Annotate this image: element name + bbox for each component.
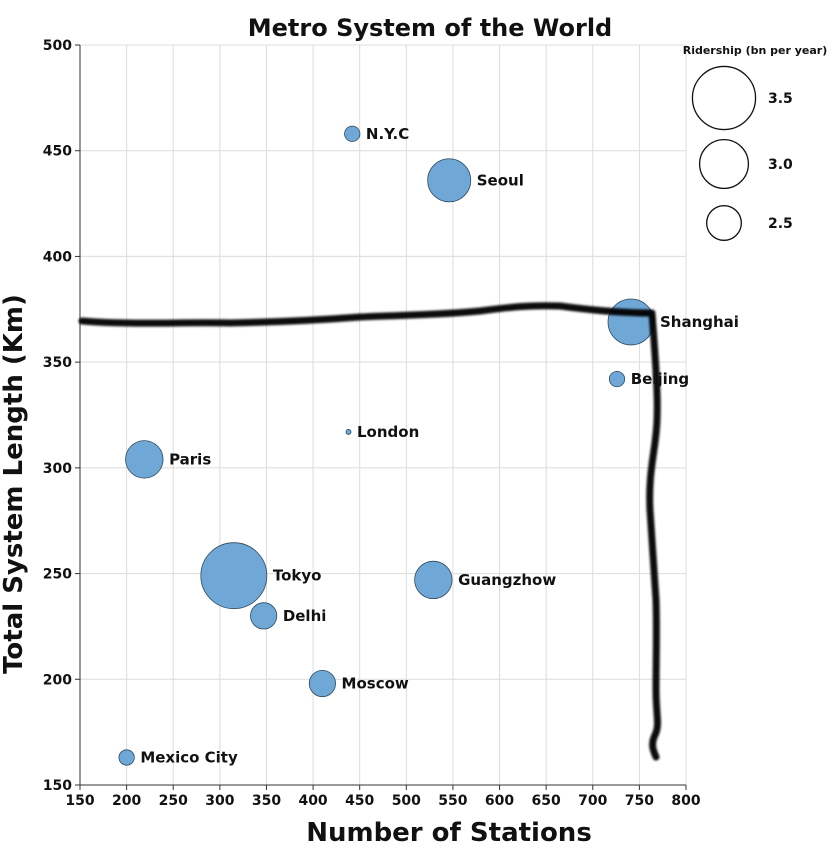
- legend-size-marker: [691, 65, 757, 131]
- marker-stroke-annotation: [78, 302, 662, 761]
- point-label: Guangzhow: [458, 571, 556, 589]
- x-axis-title: Number of Stations: [306, 818, 592, 847]
- y-tick-label: 250: [43, 567, 72, 583]
- chart-title: Metro System of the World: [248, 14, 612, 42]
- legend: Ridership (bn per year) 3.5 3.0 2.5: [683, 44, 828, 241]
- data-point: [250, 602, 278, 630]
- axes: 150 200 250 300 350 400 450 500 550 600 650 700 750 8…: [43, 38, 701, 809]
- point-labels: N.Y.C Seoul Shanghai Beijing London Paris Toky…: [140, 125, 739, 767]
- x-tick-label: 700: [578, 793, 607, 809]
- legend-title: Ridership (bn per year): [683, 44, 828, 57]
- gridlines: [79, 44, 687, 786]
- y-tick-label: 500: [43, 38, 72, 54]
- x-tick-label: 350: [252, 793, 281, 809]
- point-label: Shanghai: [660, 313, 739, 331]
- point-label: London: [357, 423, 419, 441]
- data-point: [427, 158, 472, 203]
- x-tick-label: 400: [298, 793, 327, 809]
- data-point: [414, 560, 453, 600]
- x-tick-label: 650: [532, 793, 561, 809]
- hand-drawn-annotation: [78, 302, 662, 761]
- legend-size-marker: [706, 205, 742, 241]
- y-tick-label: 300: [43, 461, 72, 477]
- data-point: [200, 542, 268, 610]
- x-tick-label: 200: [112, 793, 141, 809]
- data-point: [118, 749, 135, 766]
- x-tick-label: 550: [438, 793, 467, 809]
- data-point: [344, 125, 361, 142]
- point-label: Beijing: [631, 370, 689, 388]
- y-axis-title: Total System Length (Km): [0, 294, 29, 674]
- x-tick-label: 450: [345, 793, 374, 809]
- y-tick-label: 400: [43, 249, 72, 265]
- x-tick-label: 800: [671, 793, 700, 809]
- point-label: Tokyo: [273, 567, 322, 585]
- data-point: [308, 669, 336, 698]
- point-label: Seoul: [477, 171, 524, 189]
- point-label: Delhi: [283, 607, 327, 625]
- x-tick-label: 250: [159, 793, 188, 809]
- data-point: [345, 429, 352, 435]
- y-tick-label: 350: [43, 355, 72, 371]
- y-tick-label: 200: [43, 672, 72, 688]
- data-points: [118, 125, 655, 766]
- point-label: N.Y.C: [366, 125, 409, 143]
- legend-label: 2.5: [768, 216, 793, 232]
- x-tick-label: 150: [65, 793, 94, 809]
- data-point: [608, 370, 626, 388]
- y-tick-label: 450: [43, 144, 72, 160]
- x-tick-label: 600: [485, 793, 514, 809]
- point-label: Mexico City: [140, 749, 238, 767]
- x-tick-label: 300: [205, 793, 234, 809]
- legend-label: 3.5: [768, 91, 793, 107]
- point-label: Moscow: [342, 675, 409, 693]
- data-point: [125, 440, 164, 479]
- x-tick-label: 750: [625, 793, 654, 809]
- legend-label: 3.0: [768, 157, 793, 173]
- legend-size-marker: [698, 138, 750, 190]
- point-label: Paris: [169, 450, 211, 468]
- x-tick-label: 500: [392, 793, 421, 809]
- y-tick-label: 150: [43, 778, 72, 794]
- data-point: [607, 298, 655, 346]
